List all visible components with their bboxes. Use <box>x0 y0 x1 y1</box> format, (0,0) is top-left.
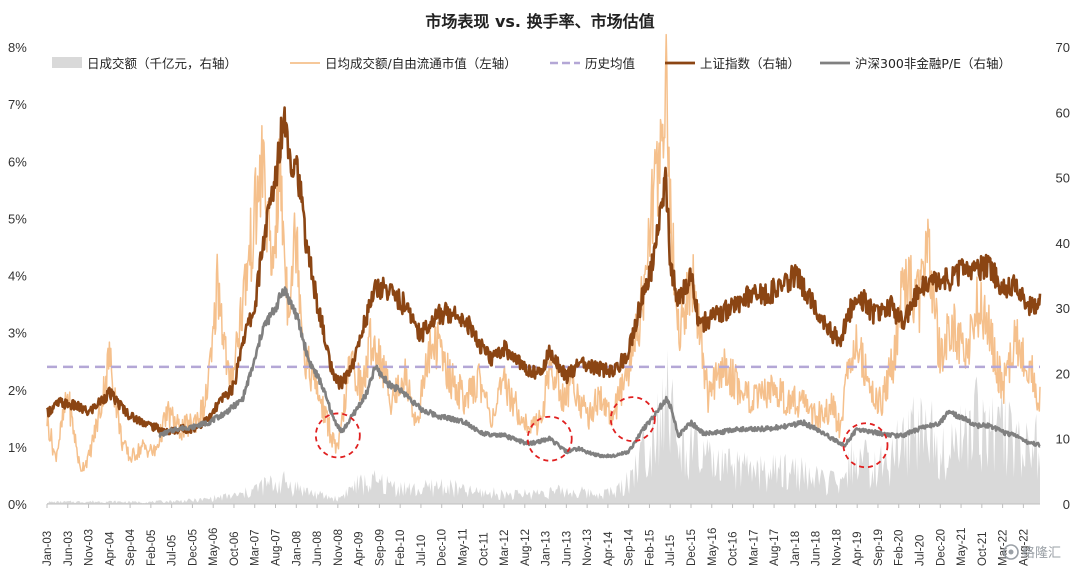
x-axis-tick-label: Jun-18 <box>811 531 823 566</box>
x-axis-tick-label: Aug-17 <box>769 529 781 566</box>
gelonghui-logo-icon-dot <box>1008 549 1014 555</box>
legend-entry-label: 上证指数（右轴） <box>700 56 800 71</box>
left-axis-tick-label: 7% <box>8 97 27 112</box>
legend-entry-label: 日均成交额/自由流通市值（左轴） <box>325 56 517 71</box>
x-axis-tick-label: Jul-05 <box>167 535 179 566</box>
annotation-dashed-circle <box>526 415 573 462</box>
left-axis-tick-label: 2% <box>8 383 27 398</box>
x-axis-tick-label: Jul-10 <box>416 535 428 566</box>
x-axis-tick-label: Nov-18 <box>831 529 843 566</box>
legend-entry-label: 历史均值 <box>585 56 635 71</box>
x-axis-tick-label: Nov-08 <box>333 529 345 566</box>
x-axis-tick-label: Jan-08 <box>291 531 303 566</box>
x-axis-tick-label: Jun-08 <box>312 531 324 566</box>
legend-entry-label: 沪深300非金融P/E（右轴） <box>855 56 1011 71</box>
x-axis-tick-label: Dec-15 <box>686 529 698 566</box>
x-axis-tick-label: Aug-22 <box>1018 529 1030 566</box>
axes-layer: 0% 1% 2% 3% 4% 5% 6% 7% 8% 0 10 20 30 40 50 60 70 Jan-03 J… <box>8 40 1070 566</box>
gelonghui-logo-icon <box>1003 544 1019 560</box>
x-axis-tick-label: Jan-18 <box>790 531 802 566</box>
x-axis-tick-label: Jun-13 <box>561 531 573 566</box>
x-axis-tick-label: Sep-19 <box>873 529 885 566</box>
right-axis-tick-label: 0 <box>1063 497 1070 512</box>
left-axis-tick-label: 3% <box>8 326 27 341</box>
series-turnover-ratio-line <box>46 33 1041 472</box>
x-axis-tick-label: May-16 <box>707 528 719 566</box>
annotation-layer <box>314 396 889 469</box>
annotation-dashed-circle <box>609 396 656 443</box>
right-axis-tick-label: 30 <box>1056 301 1070 316</box>
right-axis-tick-label: 60 <box>1056 105 1070 120</box>
x-axis-tick-label: Oct-21 <box>977 531 989 566</box>
x-axis-tick-label: Dec-05 <box>187 529 199 566</box>
x-axis-tick-label: Nov-03 <box>84 529 96 566</box>
annotation-dashed-circle <box>314 412 361 459</box>
chart-title: 市场表现 vs. 换手率、市场估值 <box>425 12 655 31</box>
legend: 日成交额（千亿元，右轴） 日均成交额/自由流通市值（左轴） 历史均值 上证指数（右轴）… <box>52 56 1011 71</box>
series-shanghai-index-line <box>45 106 1042 436</box>
x-axis-tick-label: Jul-20 <box>915 535 927 566</box>
x-axis-tick-label: Mar-17 <box>748 530 760 566</box>
x-axis-tick-label: Feb-10 <box>395 530 407 566</box>
left-axis-tick-label: 8% <box>8 40 27 55</box>
series-lines-layer <box>45 33 1042 472</box>
x-axis-tick-label: Apr-19 <box>852 531 864 566</box>
left-axis-tick-label: 1% <box>8 440 27 455</box>
left-axis-tick-label: 0% <box>8 497 27 512</box>
x-axis-tick-label: Jan-13 <box>541 531 553 566</box>
right-axis-tick-label: 40 <box>1056 236 1070 251</box>
volume-area-layer <box>47 349 1040 504</box>
legend-swatch-area <box>52 57 82 68</box>
x-axis-tick-label: Feb-05 <box>146 530 158 566</box>
right-axis-tick-label: 70 <box>1056 40 1070 55</box>
x-axis-tick-label: Feb-20 <box>894 530 906 566</box>
x-axis-tick-label: Dec-10 <box>437 529 449 566</box>
watermark-text: 格隆汇 <box>1022 545 1061 561</box>
x-axis-tick-label: Dec-20 <box>935 529 947 566</box>
left-axis-tick-label: 6% <box>8 154 27 169</box>
x-axis-tick-label: Oct-06 <box>229 531 241 566</box>
right-axis-tick-label: 10 <box>1056 432 1070 447</box>
x-axis-tick-label: Aug-07 <box>271 529 283 566</box>
right-axis-tick-label: 20 <box>1056 366 1070 381</box>
series-csi300-pe-line <box>158 286 1041 459</box>
x-axis-tick-label: Oct-11 <box>478 532 490 566</box>
x-axis-tick-label: May-11 <box>457 529 469 567</box>
x-axis-tick-label: Nov-13 <box>582 529 594 566</box>
x-axis-tick-label: May-21 <box>956 528 968 566</box>
x-axis-tick-label: Jul-15 <box>665 535 677 566</box>
x-axis-tick-label: Feb-15 <box>644 530 656 566</box>
x-axis-tick-label: Apr-14 <box>603 531 615 566</box>
left-axis-tick-label: 5% <box>8 211 27 226</box>
legend-entry-label: 日成交额（千亿元，右轴） <box>87 56 237 71</box>
x-axis-tick-label: Aug-12 <box>520 529 532 566</box>
annotation-dashed-circle <box>842 422 889 469</box>
x-axis-tick-label: Jun-03 <box>63 531 75 566</box>
watermark: 格隆汇 <box>1003 544 1061 561</box>
x-axis-tick-label: Sep-14 <box>624 528 636 566</box>
x-axis-tick-label: Mar-12 <box>499 530 511 566</box>
x-axis-tick-label: May-06 <box>208 528 220 566</box>
x-axis-tick-label: Apr-04 <box>104 531 116 566</box>
x-axis-tick-label: Mar-22 <box>998 530 1010 566</box>
x-axis-tick-label: Mar-07 <box>250 530 262 566</box>
x-axis-tick-label: Sep-09 <box>374 529 386 566</box>
x-axis-tick-label: Sep-04 <box>125 528 137 566</box>
x-axis-tick-label: Jan-03 <box>42 531 54 566</box>
series-volume-area <box>47 349 1040 504</box>
left-axis-tick-label: 4% <box>8 269 27 284</box>
right-axis-tick-label: 50 <box>1056 171 1070 186</box>
x-axis-tick-label: Apr-09 <box>354 531 366 566</box>
x-axis-tick-label: Oct-16 <box>728 531 740 566</box>
